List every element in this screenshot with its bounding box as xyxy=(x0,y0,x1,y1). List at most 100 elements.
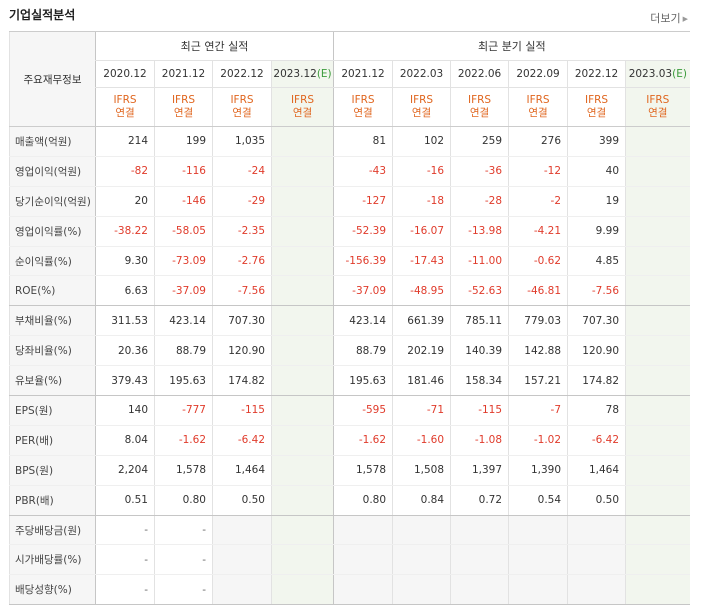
table-cell xyxy=(270,425,334,456)
table-cell: -82 xyxy=(95,156,155,187)
table-cell: -11.00 xyxy=(450,246,509,277)
table-cell: 174.82 xyxy=(212,365,272,397)
table-cell: -52.39 xyxy=(333,216,393,247)
period-label: 2022.12 xyxy=(574,68,619,80)
table-cell: 1,578 xyxy=(154,455,213,486)
table-row: 당좌비율(%) 20.36 88.79 120.90 88.79 202.19 140.39… xyxy=(9,335,690,367)
table-cell: 181.46 xyxy=(392,365,451,397)
table-cell xyxy=(625,335,690,367)
period-header: 2021.12 xyxy=(154,60,213,88)
more-link[interactable]: 더보기 ▶ xyxy=(650,10,688,26)
ifrs-badge: IFRS 연결 xyxy=(450,87,509,127)
period-header: 2023.03(E) xyxy=(625,60,690,88)
table-cell xyxy=(508,574,568,605)
period-label: 2021.12 xyxy=(161,68,206,80)
table-cell: 20.36 xyxy=(95,335,155,367)
table-cell xyxy=(450,544,509,576)
row-label: 주당배당금(원) xyxy=(9,515,96,546)
table-cell: 19 xyxy=(567,186,626,217)
ifrs-badge: IFRS 연결 xyxy=(270,87,334,127)
period-header: 2022.09 xyxy=(508,60,568,88)
table-cell: 1,464 xyxy=(567,455,626,486)
table-cell: -38.22 xyxy=(95,216,155,247)
quarter-group-header: 최근 분기 실적 xyxy=(333,31,690,61)
table-cell xyxy=(270,305,334,337)
row-label: EPS(원) xyxy=(9,395,96,426)
table-cell: 140.39 xyxy=(450,335,509,367)
table-row: 영업이익(억원) -82 -116 -24 -43 -16 -36 -12 40 xyxy=(9,156,690,187)
table-cell: -7.56 xyxy=(212,275,272,307)
ifrs-badge: IFRS 연결 xyxy=(508,87,568,127)
table-cell: -18 xyxy=(392,186,451,217)
table-cell xyxy=(270,246,334,277)
table-cell: -2.35 xyxy=(212,216,272,247)
table-cell: -7 xyxy=(508,395,568,426)
table-cell xyxy=(212,515,272,546)
table-cell xyxy=(450,574,509,605)
table-cell: -28 xyxy=(450,186,509,217)
row-label: 부채비율(%) xyxy=(9,305,96,337)
table-cell: 399 xyxy=(567,126,626,157)
table-cell: 40 xyxy=(567,156,626,187)
table-row: PER(배) 8.04 -1.62 -6.42 -1.62 -1.60 -1.08 -1.02… xyxy=(9,425,690,456)
row-label: 영업이익률(%) xyxy=(9,216,96,247)
table-cell: 0.51 xyxy=(95,485,155,516)
table-cell: 0.72 xyxy=(450,485,509,516)
period-label: 2023.03 xyxy=(628,68,673,80)
table-cell: 102 xyxy=(392,126,451,157)
table-cell: - xyxy=(154,574,213,605)
table-cell xyxy=(508,515,568,546)
table-cell xyxy=(508,544,568,576)
table-cell xyxy=(270,365,334,397)
table-cell: -2.76 xyxy=(212,246,272,277)
table-cell: 2,204 xyxy=(95,455,155,486)
table-cell: -37.09 xyxy=(333,275,393,307)
table-cell: -1.62 xyxy=(154,425,213,456)
table-cell: -115 xyxy=(212,395,272,426)
row-label: PBR(배) xyxy=(9,485,96,516)
row-header-label: 주요재무정보 xyxy=(9,31,96,127)
table-cell: 88.79 xyxy=(154,335,213,367)
row-label: 당좌비율(%) xyxy=(9,335,96,367)
table-cell xyxy=(625,395,690,426)
table-cell xyxy=(625,126,690,157)
ifrs-badge: IFRS 연결 xyxy=(212,87,272,127)
table-cell: -127 xyxy=(333,186,393,217)
table-cell: 4.85 xyxy=(567,246,626,277)
table-cell: 174.82 xyxy=(567,365,626,397)
table-cell xyxy=(270,455,334,486)
table-cell: -146 xyxy=(154,186,213,217)
table-cell: 202.19 xyxy=(392,335,451,367)
table-cell: 120.90 xyxy=(567,335,626,367)
table-row: 유보율(%) 379.43 195.63 174.82 195.63 181.46 158.… xyxy=(9,365,690,397)
table-row: 주당배당금(원) - - xyxy=(9,515,690,546)
period-header: 2022.06 xyxy=(450,60,509,88)
table-cell xyxy=(625,544,690,576)
table-cell: -17.43 xyxy=(392,246,451,277)
table-cell xyxy=(567,574,626,605)
table-cell: 423.14 xyxy=(333,305,393,337)
table-cell: 6.63 xyxy=(95,275,155,307)
period-header: 2020.12 xyxy=(95,60,155,88)
table-cell: -595 xyxy=(333,395,393,426)
table-cell: -46.81 xyxy=(508,275,568,307)
table-cell: 0.54 xyxy=(508,485,568,516)
table-cell xyxy=(333,544,393,576)
period-label: 2022.09 xyxy=(516,68,560,80)
table-cell xyxy=(212,544,272,576)
table-cell xyxy=(270,335,334,367)
financial-summary-table: 주요재무정보 최근 연간 실적 최근 분기 실적 2020.12 2021.12 2… xyxy=(9,31,690,605)
row-label: 매출액(억원) xyxy=(9,126,96,157)
ifrs-badge: IFRS 연결 xyxy=(154,87,213,127)
table-cell: 661.39 xyxy=(392,305,451,337)
table-row: 순이익률(%) 9.30 -73.09 -2.76 -156.39 -17.43 -11.0… xyxy=(9,246,690,277)
table-cell: -12 xyxy=(508,156,568,187)
ifrs-badge: IFRS 연결 xyxy=(392,87,451,127)
table-cell xyxy=(625,216,690,247)
table-cell xyxy=(625,485,690,516)
table-cell: 9.99 xyxy=(567,216,626,247)
table-cell: 707.30 xyxy=(567,305,626,337)
table-cell xyxy=(333,574,393,605)
table-cell xyxy=(270,544,334,576)
row-label: ROE(%) xyxy=(9,275,96,307)
